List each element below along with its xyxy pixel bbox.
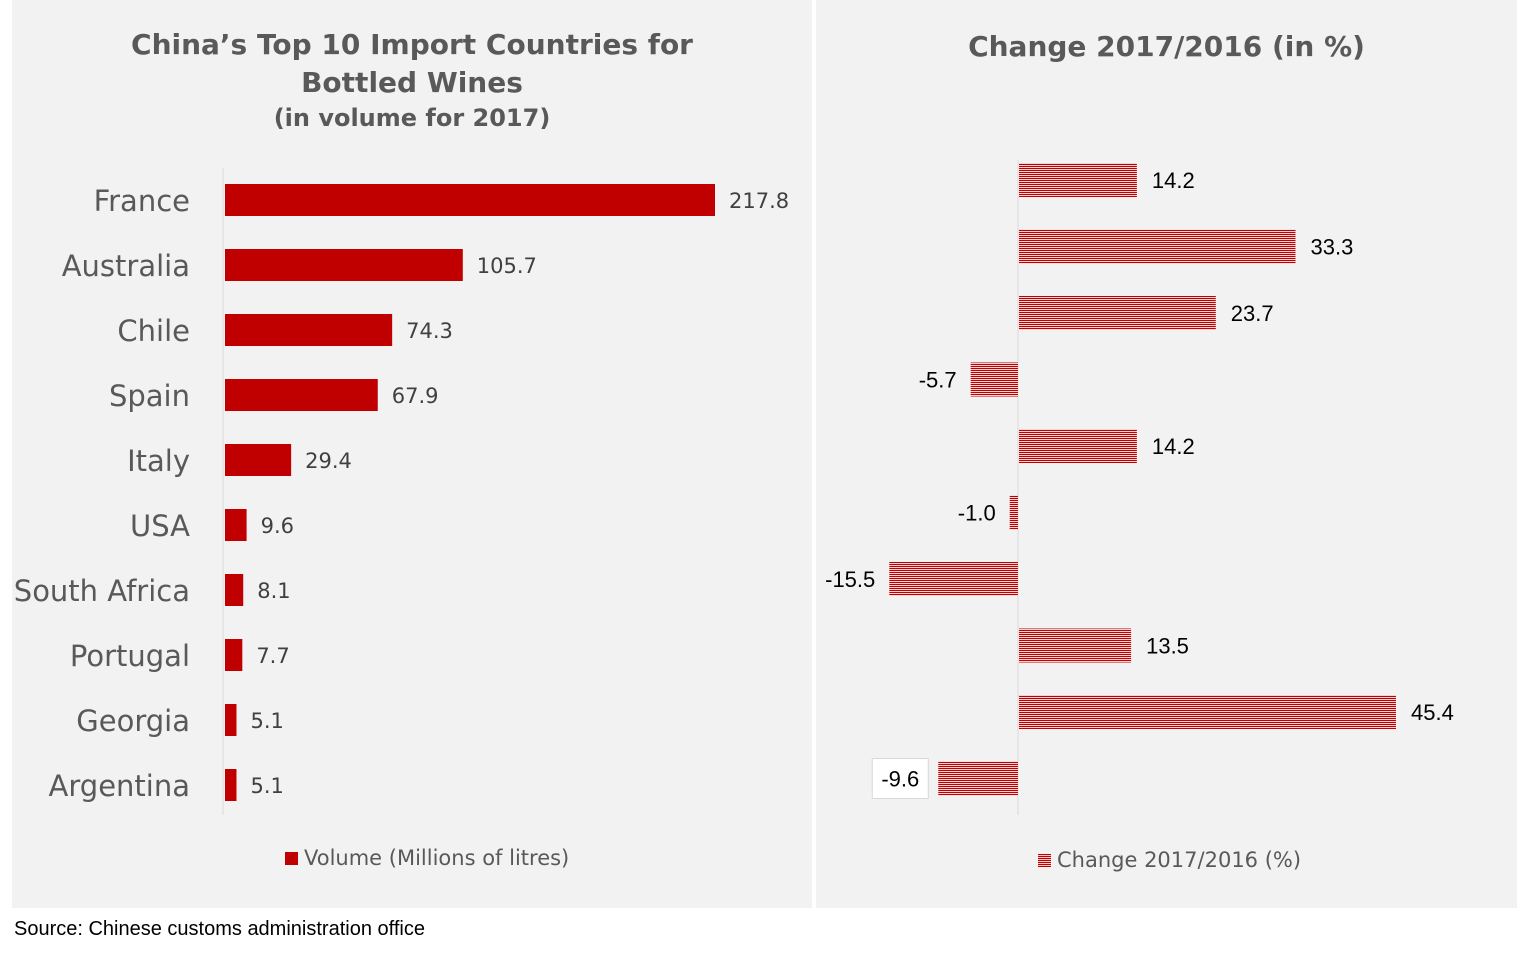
bar-volume-spain	[225, 379, 378, 411]
bar-change-south-africa	[889, 562, 1018, 596]
data-label-volume-spain: 67.9	[392, 384, 439, 408]
right-chart-marks: 14.2 33.3 23.7 -5.7 14.2 -1.0 -15.5 13.5 45.4 -9.…	[825, 160, 1454, 815]
bar-change-georgia	[1019, 695, 1396, 729]
left-chart-legend: Volume (Millions of litres)	[285, 846, 569, 870]
bar-volume-australia	[225, 249, 463, 281]
data-label-volume-italy: 29.4	[305, 449, 352, 473]
bar-volume-italy	[225, 444, 292, 476]
right-chart-legend: Change 2017/2016 (%)	[1038, 848, 1301, 872]
data-label-change-portugal: 13.5	[1146, 634, 1189, 659]
data-label-volume-portugal: 7.7	[256, 644, 289, 668]
legend-swatch-change	[1038, 853, 1051, 867]
bar-volume-chile	[225, 314, 393, 346]
data-label-volume-chile: 74.3	[406, 319, 453, 343]
bar-change-portugal	[1019, 628, 1132, 663]
data-label-box-argentina	[871, 758, 929, 799]
bar-change-chile	[1019, 296, 1216, 330]
data-label-change-chile: 23.7	[1231, 301, 1274, 326]
left-chart-title: China’s Top 10 Import Countries for Bott…	[12, 26, 812, 102]
bar-volume-france	[225, 184, 715, 216]
bar-change-australia	[1019, 229, 1296, 264]
category-label-south-africa: South Africa	[14, 574, 190, 608]
category-label-chile: Chile	[117, 314, 190, 348]
left-chart-marks: France 217.8 Australia 105.7 Chile 74.3 Spain 6…	[14, 168, 789, 815]
bar-change-usa	[1009, 495, 1018, 530]
data-label-volume-australia: 105.7	[477, 254, 537, 278]
category-label-argentina: Argentina	[49, 769, 190, 803]
data-label-change-usa: -1.0	[958, 501, 996, 526]
category-label-portugal: Portugal	[70, 639, 190, 673]
bar-change-argentina	[938, 761, 1018, 796]
data-label-change-argentina: -9.6	[881, 767, 919, 792]
left-chart-subtitle: (in volume for 2017)	[273, 104, 551, 132]
bar-volume-portugal	[225, 639, 243, 671]
data-label-volume-georgia: 5.1	[250, 709, 283, 733]
data-label-volume-argentina: 5.1	[250, 774, 283, 798]
legend-swatch-volume	[285, 851, 298, 865]
data-label-change-france: 14.2	[1152, 168, 1195, 193]
bar-change-spain	[970, 362, 1018, 397]
category-label-usa: USA	[130, 509, 190, 543]
data-label-volume-france: 217.8	[729, 189, 789, 213]
source-note: Source: Chinese customs administration o…	[14, 918, 425, 940]
legend-label-change: Change 2017/2016 (%)	[1057, 848, 1302, 872]
left-chart-panel: China’s Top 10 Import Countries for Bott…	[12, 0, 812, 908]
category-label-spain: Spain	[109, 379, 190, 413]
data-label-change-south-africa: -15.5	[825, 567, 875, 592]
bar-change-italy	[1019, 429, 1137, 463]
category-label-georgia: Georgia	[76, 704, 190, 738]
data-label-volume-usa: 9.6	[261, 514, 294, 538]
bar-volume-south-africa	[225, 574, 244, 606]
bar-volume-usa	[225, 509, 247, 541]
data-label-volume-south-africa: 8.1	[257, 579, 290, 603]
bar-volume-georgia	[225, 704, 237, 736]
bar-change-france	[1019, 163, 1137, 197]
category-label-france: France	[94, 184, 190, 218]
bar-volume-argentina	[225, 769, 237, 801]
data-label-change-australia: 33.3	[1311, 235, 1354, 260]
data-label-change-spain: -5.7	[919, 368, 957, 393]
category-label-italy: Italy	[127, 444, 190, 478]
data-label-change-georgia: 45.4	[1411, 700, 1454, 725]
legend-label-volume: Volume (Millions of litres)	[304, 846, 570, 870]
category-label-australia: Australia	[62, 249, 190, 283]
left-chart-title-text: China’s Top 10 Import Countries for Bott…	[131, 28, 693, 99]
right-chart-title: Change 2017/2016 (in %)	[968, 30, 1365, 63]
right-chart-panel: Change 2017/2016 (in %)	[816, 0, 1517, 908]
data-label-change-italy: 14.2	[1152, 434, 1195, 459]
